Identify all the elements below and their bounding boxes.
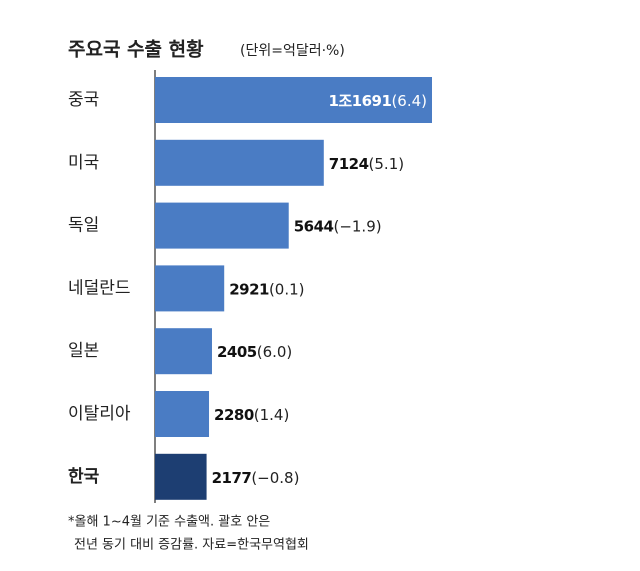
bar [155, 139, 324, 186]
growth: (6.0) [257, 343, 293, 361]
bar [155, 391, 210, 437]
category-label: 네덜란드 [68, 278, 131, 298]
growth: (−0.8) [251, 468, 299, 486]
bar [155, 77, 432, 123]
bar [155, 453, 207, 500]
growth: (5.1) [369, 154, 405, 172]
category-label: 일본 [68, 341, 99, 361]
growth: (6.4) [391, 92, 427, 110]
value-label: 2921(0.1) [229, 280, 304, 298]
value-label: 2405(6.0) [217, 343, 292, 361]
growth: (0.1) [269, 280, 305, 298]
value-label: 2280(1.4) [214, 406, 289, 424]
chart-title: 주요국 수출 현황 [68, 38, 204, 61]
bar [155, 202, 289, 249]
value-label: 7124(5.1) [329, 154, 404, 172]
category-label: 미국 [68, 153, 99, 173]
value: 7124 [329, 154, 369, 172]
category-label: 한국 [68, 467, 100, 487]
category-label: 중국 [68, 90, 99, 110]
chart-subtitle: (단위=억달러·%) [240, 43, 345, 59]
value-label: 5644(−1.9) [294, 217, 382, 235]
bar [155, 265, 225, 312]
value: 2177 [212, 468, 252, 486]
category-label: 이탈리아 [68, 404, 131, 424]
growth: (1.4) [254, 406, 290, 424]
bar [155, 328, 212, 375]
value-label: 1조1691(6.4) [328, 92, 427, 110]
value: 2280 [214, 406, 254, 424]
category-label: 독일 [68, 216, 99, 236]
value: 5644 [294, 217, 334, 235]
note: 전년 동기 대비 증감률. 자료=한국무역협회 [74, 538, 309, 553]
value: 2921 [229, 280, 269, 298]
value: 1조1691 [328, 92, 391, 110]
value-label: 2177(−0.8) [212, 468, 300, 486]
value: 2405 [217, 343, 257, 361]
note: *올해 1~4월 기준 수출액. 괄호 안은 [68, 515, 270, 530]
growth: (−1.9) [333, 217, 381, 235]
